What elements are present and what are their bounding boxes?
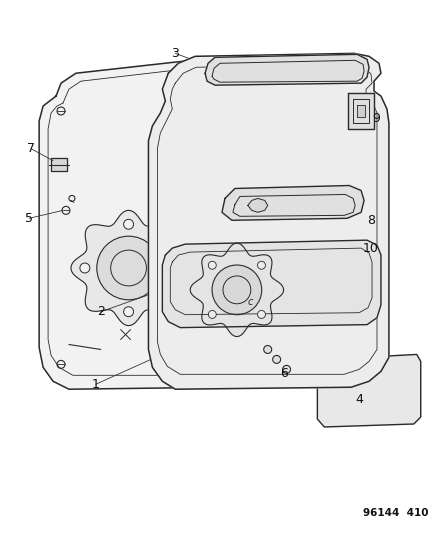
Circle shape (167, 263, 177, 273)
Polygon shape (162, 240, 380, 328)
Polygon shape (51, 158, 67, 171)
Polygon shape (356, 105, 364, 117)
Text: 9: 9 (371, 112, 379, 125)
Circle shape (208, 310, 216, 318)
Text: 96144  410: 96144 410 (362, 508, 427, 519)
Text: 8: 8 (366, 214, 374, 227)
Text: 6: 6 (279, 367, 287, 380)
Polygon shape (347, 93, 373, 129)
Circle shape (80, 263, 90, 273)
Circle shape (124, 219, 133, 229)
Text: 3: 3 (171, 47, 179, 60)
Text: 4: 4 (354, 393, 362, 406)
Circle shape (96, 236, 160, 300)
Polygon shape (205, 54, 368, 85)
Polygon shape (71, 211, 186, 326)
Circle shape (282, 365, 290, 373)
Circle shape (257, 261, 265, 269)
Polygon shape (148, 53, 388, 389)
Text: 5: 5 (25, 212, 33, 225)
Polygon shape (222, 185, 363, 220)
Text: 10: 10 (362, 241, 378, 255)
Polygon shape (247, 198, 267, 212)
Circle shape (208, 261, 216, 269)
Text: 1: 1 (92, 378, 99, 391)
Polygon shape (190, 243, 283, 336)
Text: 2: 2 (97, 305, 104, 318)
Circle shape (124, 307, 133, 317)
Polygon shape (317, 354, 420, 427)
Polygon shape (39, 59, 261, 389)
Circle shape (212, 265, 261, 314)
Text: 7: 7 (27, 142, 35, 155)
Text: c: c (247, 297, 253, 307)
Circle shape (272, 356, 280, 364)
Circle shape (263, 345, 271, 353)
Circle shape (257, 310, 265, 318)
